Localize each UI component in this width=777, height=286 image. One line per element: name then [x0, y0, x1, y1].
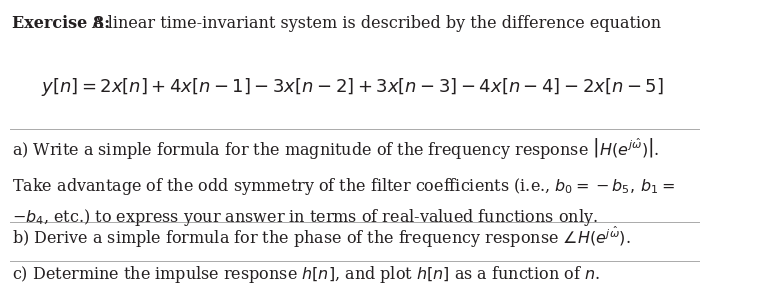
Text: A linear time-invariant system is described by the difference equation: A linear time-invariant system is descri… — [92, 15, 661, 32]
Text: Exercise 8:: Exercise 8: — [12, 15, 110, 32]
Text: Take advantage of the odd symmetry of the filter coefficients (i.e., $b_0 = -b_5: Take advantage of the odd symmetry of th… — [12, 176, 675, 196]
Text: a) Write a simple formula for the magnitude of the frequency response $\left|H(e: a) Write a simple formula for the magnit… — [12, 136, 660, 161]
Text: $-b_4$, etc.) to express your answer in terms of real-valued functions only.: $-b_4$, etc.) to express your answer in … — [12, 207, 598, 229]
Text: b) Derive a simple formula for the phase of the frequency response $\angle H(e^{: b) Derive a simple formula for the phase… — [12, 226, 631, 251]
Text: c) Determine the impulse response $h[n]$, and plot $h[n]$ as a function of $n$.: c) Determine the impulse response $h[n]$… — [12, 264, 600, 285]
Text: $y[n] = 2x[n] + 4x[n-1] - 3x[n-2] + 3x[n-3] - 4x[n-4] - 2x[n-5]$: $y[n] = 2x[n] + 4x[n-1] - 3x[n-2] + 3x[n… — [41, 76, 664, 98]
